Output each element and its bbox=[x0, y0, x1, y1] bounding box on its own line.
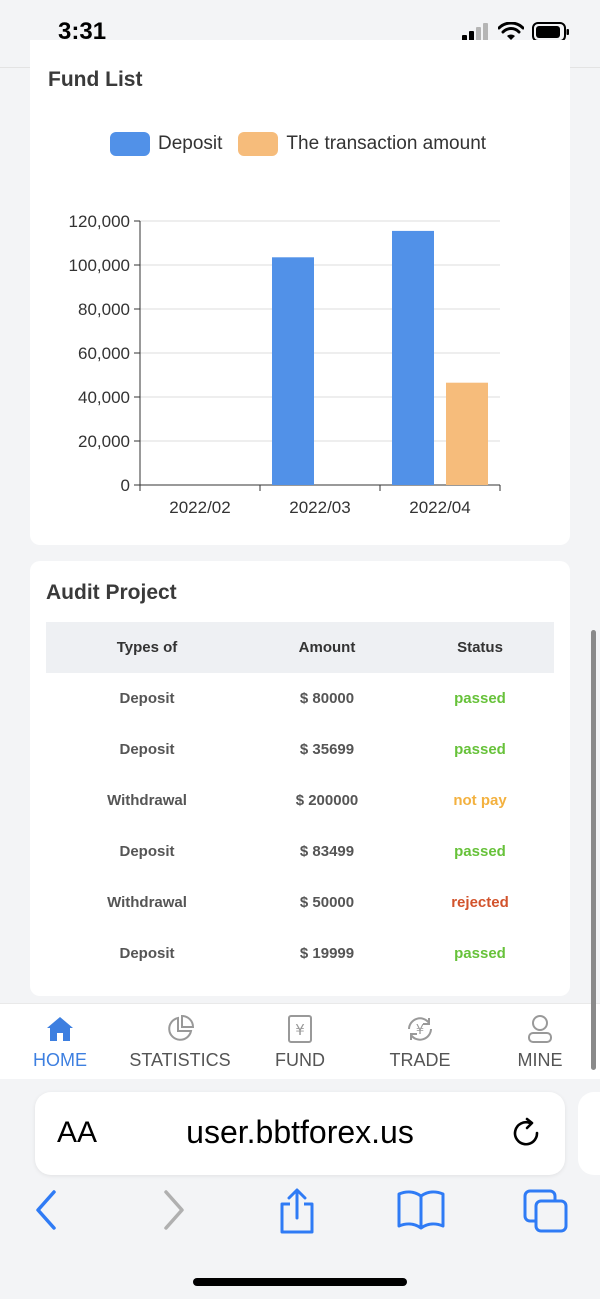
url-text[interactable]: user.bbtforex.us bbox=[186, 1114, 414, 1150]
legend-item-deposit[interactable]: Deposit bbox=[110, 132, 222, 156]
aa-label: AA bbox=[57, 1116, 98, 1149]
legend-item-transaction[interactable]: The transaction amount bbox=[238, 132, 486, 156]
bar-transaction bbox=[446, 382, 488, 485]
row-amount: $ 200000 bbox=[295, 792, 359, 809]
scrollbar[interactable] bbox=[591, 630, 596, 1070]
audit-project-title: Audit Project bbox=[46, 581, 177, 604]
tab-home-label: HOME bbox=[33, 1050, 87, 1070]
row-status: passed bbox=[454, 690, 506, 707]
battery-icon bbox=[532, 22, 569, 42]
row-status: not pay bbox=[453, 792, 507, 809]
yen-exchange-icon: ¥ bbox=[408, 1017, 432, 1041]
y-tick-label: 80,000 bbox=[78, 300, 130, 319]
header-amount: Amount bbox=[298, 639, 356, 656]
row-status: rejected bbox=[451, 894, 509, 911]
home-icon bbox=[47, 1017, 73, 1041]
row-amount: $ 35699 bbox=[299, 741, 355, 758]
bookmarks-icon[interactable] bbox=[396, 1188, 446, 1232]
row-type: Withdrawal bbox=[107, 792, 187, 809]
tab-mine-label: MINE bbox=[517, 1050, 563, 1070]
bar-deposit bbox=[392, 230, 434, 485]
reload-icon[interactable] bbox=[509, 1116, 543, 1150]
audit-project-card: Audit Project Types of Amount Status Dep… bbox=[30, 561, 570, 996]
header-types: Types of bbox=[116, 639, 178, 656]
table-row: Deposit $ 83499 passed bbox=[46, 826, 554, 877]
legend-label-deposit: Deposit bbox=[158, 133, 223, 154]
forward-icon[interactable] bbox=[160, 1188, 188, 1232]
row-type: Deposit bbox=[119, 945, 175, 962]
tab-trade-label: TRADE bbox=[389, 1050, 451, 1070]
legend-swatch-transaction bbox=[238, 132, 279, 156]
home-indicator bbox=[193, 1278, 407, 1286]
signal-icon bbox=[462, 23, 488, 41]
row-amount: $ 19999 bbox=[299, 945, 355, 962]
status-icons bbox=[462, 22, 570, 42]
wifi-icon bbox=[498, 22, 524, 40]
row-type: Withdrawal bbox=[107, 894, 187, 911]
row-amount: $ 83499 bbox=[299, 843, 355, 860]
table-row: Withdrawal $ 50000 rejected bbox=[46, 877, 554, 928]
bar-deposit bbox=[272, 257, 314, 485]
row-status: passed bbox=[454, 843, 506, 860]
reader-settings-button[interactable]: AA bbox=[57, 1116, 97, 1150]
tab-statistics[interactable]: STATISTICS bbox=[120, 1004, 240, 1079]
back-icon[interactable] bbox=[32, 1188, 60, 1232]
address-bar[interactable]: AA user.bbtforex.us bbox=[35, 1092, 565, 1175]
legend-label-transaction: The transaction amount bbox=[286, 133, 487, 154]
x-tick-label: 2022/04 bbox=[409, 498, 470, 517]
y-tick-label: 0 bbox=[121, 476, 130, 495]
tab-home[interactable]: HOME bbox=[0, 1004, 120, 1079]
browser-nav-row bbox=[0, 1188, 600, 1248]
row-type: Deposit bbox=[119, 843, 175, 860]
legend-swatch-deposit bbox=[110, 132, 150, 156]
chart-legend: Deposit The transaction amount bbox=[110, 132, 502, 156]
y-tick-label: 60,000 bbox=[78, 344, 130, 363]
tab-fund[interactable]: ¥ FUND bbox=[240, 1004, 360, 1079]
row-status: passed bbox=[454, 945, 506, 962]
share-icon[interactable] bbox=[276, 1188, 318, 1236]
row-status: passed bbox=[454, 741, 506, 758]
svg-text:¥: ¥ bbox=[416, 1023, 424, 1038]
next-tab-preview[interactable] bbox=[578, 1092, 600, 1175]
x-tick-label: 2022/03 bbox=[289, 498, 350, 517]
header-status: Status bbox=[457, 639, 503, 656]
audit-table: Types of Amount Status Deposit $ 80000 p… bbox=[46, 622, 554, 979]
yen-document-icon: ¥ bbox=[288, 1015, 312, 1043]
x-tick-label: 2022/02 bbox=[169, 498, 230, 517]
tab-mine[interactable]: MINE bbox=[480, 1004, 600, 1079]
table-row: Deposit $ 35699 passed bbox=[46, 724, 554, 775]
row-amount: $ 50000 bbox=[299, 894, 355, 911]
fund-bar-chart: 0 20,000 40,000 60,000 80,000 100,000 120,000 2… bbox=[69, 212, 501, 517]
tab-trade[interactable]: ¥ TRADE bbox=[360, 1004, 480, 1079]
fund-list-card: Fund List Deposit The transaction amount… bbox=[30, 40, 570, 545]
pie-chart-icon bbox=[168, 1014, 195, 1041]
bottom-tab-bar: HOME STATISTICS ¥ FUND ¥ TRADE MINE bbox=[0, 1003, 600, 1079]
svg-text:¥: ¥ bbox=[295, 1021, 305, 1039]
tab-fund-label: FUND bbox=[275, 1050, 325, 1070]
row-type: Deposit bbox=[119, 690, 175, 707]
row-type: Deposit bbox=[119, 741, 175, 758]
tab-statistics-label: STATISTICS bbox=[129, 1050, 231, 1070]
y-tick-label: 120,000 bbox=[69, 212, 130, 231]
tabs-icon[interactable] bbox=[522, 1188, 570, 1234]
browser-toolbar: AA user.bbtforex.us bbox=[0, 1080, 600, 1299]
fund-list-title: Fund List bbox=[48, 68, 143, 91]
y-tick-label: 100,000 bbox=[69, 256, 130, 275]
user-icon bbox=[528, 1015, 552, 1043]
table-row: Deposit $ 19999 passed bbox=[46, 928, 554, 979]
table-row: Deposit $ 80000 passed bbox=[46, 673, 554, 724]
y-tick-label: 40,000 bbox=[78, 388, 130, 407]
table-row: Withdrawal $ 200000 not pay bbox=[46, 775, 554, 826]
table-header: Types of Amount Status bbox=[46, 622, 554, 673]
y-tick-label: 20,000 bbox=[78, 432, 130, 451]
row-amount: $ 80000 bbox=[299, 690, 355, 707]
